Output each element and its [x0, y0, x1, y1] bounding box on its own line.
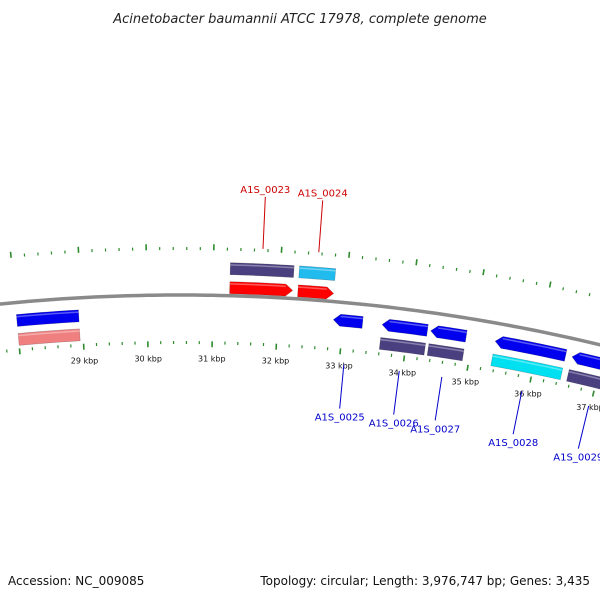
- inner-major-tick: [529, 376, 533, 383]
- genome-summary-text: Topology: circular; Length: 3,976,747 bp…: [259, 574, 590, 588]
- map-title: Acinetobacter baumannii ATCC 17978, comp…: [112, 12, 487, 27]
- inner-minor-tick: [492, 369, 495, 373]
- feature-sheen: [438, 327, 467, 334]
- feature-a1s_0026-gene[interactable]: [378, 337, 427, 356]
- scale-label: 29 kbp: [71, 357, 99, 366]
- feature-sheen: [18, 330, 80, 337]
- feature-sheen: [229, 283, 286, 288]
- gene-label-a1s_0029[interactable]: A1S_0029: [553, 453, 600, 464]
- feature-labels: A1S_0023 A1S_0024 A1S_0025 A1S_0026A1S_0027…: [240, 185, 600, 464]
- inner-minor-tick: [580, 387, 583, 391]
- label-leader-line: [434, 376, 443, 421]
- gene-label-a1s_0023[interactable]: A1S_0023: [240, 185, 290, 196]
- outer-major-tick: [548, 281, 552, 288]
- gene-label-a1s_0026[interactable]: A1S_0026: [369, 419, 419, 430]
- outer-minor-tick: [575, 290, 578, 294]
- feature-f-28[interactable]: [16, 309, 80, 327]
- accession-text: Accession: NC_009085: [8, 574, 144, 588]
- feature-sheen: [298, 286, 327, 290]
- feature-sheen: [389, 320, 429, 328]
- feature-a1s_0023-cds[interactable]: [229, 281, 294, 297]
- inner-minor-tick: [555, 381, 558, 386]
- feature-f-28b[interactable]: [17, 328, 81, 346]
- feature-a1s_0028-gene[interactable]: [490, 353, 564, 381]
- inner-minor-tick: [504, 371, 507, 375]
- feature-a1s_0027[interactable]: [430, 325, 468, 343]
- label-leader-line: [393, 370, 400, 415]
- scale-label: 36 kbp: [514, 389, 542, 398]
- inner-minor-tick: [567, 384, 570, 388]
- scale-label: 33 kbp: [325, 361, 353, 370]
- inner-major-tick: [339, 348, 342, 355]
- gene-label-a1s_0028[interactable]: A1S_0028: [488, 438, 538, 449]
- outer-major-tick: [348, 251, 351, 258]
- feature-sheen: [340, 315, 364, 320]
- feature-sheen: [579, 353, 600, 361]
- scale-label: 31 kbp: [198, 354, 226, 363]
- inner-major-tick: [591, 390, 595, 397]
- feature-sheen: [568, 370, 600, 380]
- outer-minor-tick: [562, 287, 565, 291]
- scale-label: 34 kbp: [389, 368, 417, 377]
- feature-a1s_0024-cds[interactable]: [297, 284, 335, 300]
- label-leader-line: [318, 200, 324, 253]
- feature-sheen: [492, 355, 563, 371]
- feature-a1s_0023[interactable]: [229, 262, 295, 278]
- label-leader-line: [512, 390, 523, 435]
- inner-minor-tick: [542, 379, 545, 383]
- outer-major-tick: [482, 269, 485, 276]
- feature-sheen: [16, 311, 79, 318]
- scale-label: 35 kbp: [452, 378, 480, 387]
- feature-sheen: [428, 345, 464, 352]
- feature-a1s_0025[interactable]: [332, 313, 364, 329]
- label-leader-line: [262, 196, 266, 249]
- feature-a1s_0024[interactable]: [298, 265, 337, 281]
- outer-minor-tick: [495, 274, 498, 278]
- feature-sheen: [502, 337, 567, 353]
- genome-backbone: [0, 293, 600, 347]
- feature-sheen: [230, 264, 295, 269]
- outer-minor-tick: [522, 279, 525, 283]
- outer-major-tick: [9, 251, 12, 258]
- outer-minor-tick: [535, 281, 538, 285]
- inner-major-tick: [466, 364, 469, 371]
- feature-a1s_0028[interactable]: [494, 336, 568, 362]
- inner-major-tick: [18, 348, 21, 355]
- outer-major-tick: [415, 259, 418, 266]
- inner-major-tick: [402, 355, 406, 362]
- outer-minor-tick: [509, 276, 511, 280]
- feature-sheen: [380, 338, 426, 347]
- feature-a1s_0026[interactable]: [381, 319, 429, 337]
- scale-label: 30 kbp: [134, 354, 162, 363]
- feature-a1s_0029[interactable]: [571, 352, 600, 375]
- feature-tracks: [16, 262, 600, 394]
- feature-a1s_0027-gene[interactable]: [426, 343, 465, 362]
- feature-a1s_0029-gene[interactable]: [566, 369, 600, 394]
- gene-label-a1s_0024[interactable]: A1S_0024: [298, 188, 348, 199]
- scale-ticks: 29 kbp 30 kbp 31 kbp 32 kbp 33 kbp 34 kbp 35 k…: [6, 244, 600, 412]
- outer-minor-tick: [588, 293, 591, 297]
- label-leader-line: [339, 364, 345, 409]
- inner-minor-tick: [479, 366, 482, 371]
- scale-label: 32 kbp: [262, 357, 290, 366]
- feature-sheen: [299, 267, 336, 272]
- label-leader-line: [577, 405, 590, 449]
- gene-label-a1s_0025[interactable]: A1S_0025: [315, 413, 365, 424]
- gene-label-a1s_0027[interactable]: A1S_0027: [410, 424, 460, 435]
- inner-minor-tick: [517, 373, 520, 378]
